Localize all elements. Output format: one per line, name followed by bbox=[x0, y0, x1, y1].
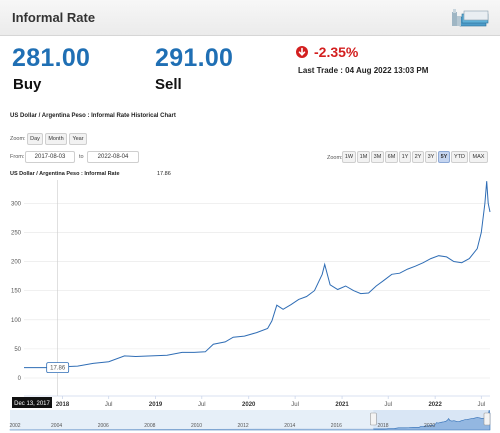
navigator-tick-label: 2012 bbox=[238, 423, 249, 429]
series-line bbox=[24, 181, 491, 369]
range-2y-button[interactable]: 2Y bbox=[412, 151, 424, 163]
navigator-tick-label: 2002 bbox=[9, 423, 20, 429]
sell-label: Sell bbox=[155, 76, 182, 93]
navigator-tick-label: 2010 bbox=[191, 423, 202, 429]
money-stack-icon bbox=[448, 8, 490, 28]
x-tick-label: 2021 bbox=[335, 402, 349, 408]
range-1w-button[interactable]: 1W bbox=[342, 151, 356, 163]
y-tick-label: 0 bbox=[18, 376, 22, 382]
range-3y-button[interactable]: 3Y bbox=[425, 151, 437, 163]
buy-label: Buy bbox=[13, 76, 42, 93]
widget-title: Informal Rate bbox=[12, 10, 96, 25]
range-max-button[interactable]: MAX bbox=[469, 151, 488, 163]
crosshair-date-label: Dec 13, 2017 bbox=[14, 401, 50, 407]
navigator-tick-label: 2006 bbox=[98, 423, 109, 429]
range-6m-button[interactable]: 6M bbox=[385, 151, 398, 163]
navigator-tick-label: 2018 bbox=[377, 423, 388, 429]
to-date-input[interactable]: 2022-08-04 bbox=[87, 151, 139, 163]
x-tick-label: 2018 bbox=[56, 402, 70, 408]
crosshair-value-box bbox=[46, 362, 70, 373]
sell-rate-value: 291.00 bbox=[155, 44, 234, 72]
navigator-tick-label: 2016 bbox=[331, 423, 342, 429]
range-ytd-button[interactable]: YTD bbox=[451, 151, 468, 163]
x-tick-label: Jul bbox=[198, 402, 206, 408]
zoom-year-button[interactable]: Year bbox=[69, 133, 87, 145]
navigator-handle-right[interactable] bbox=[483, 412, 491, 426]
y-tick-label: 250 bbox=[11, 230, 22, 236]
crosshair-value-label: 17.86 bbox=[50, 366, 66, 372]
range-zoom-label: Zoom: bbox=[327, 155, 343, 161]
widget-header: Informal Rate bbox=[0, 0, 500, 36]
y-tick-label: 200 bbox=[11, 260, 22, 266]
navigator-handle-left[interactable] bbox=[370, 412, 377, 426]
historical-chart[interactable]: 0 50 100 150 200 250 300 2018 Jul 2019 Jul 2020 Jul… bbox=[0, 178, 500, 433]
x-tick-label: Jul bbox=[384, 402, 392, 408]
navigator-background[interactable] bbox=[10, 410, 490, 430]
change-percent: -2.35% bbox=[314, 44, 359, 60]
x-tick-label: Jul bbox=[105, 402, 113, 408]
range-5y-button[interactable]: 5Y bbox=[438, 151, 450, 163]
buy-rate-value: 281.00 bbox=[12, 44, 91, 72]
crosshair-date-box bbox=[12, 397, 52, 408]
x-tick-label: Jul bbox=[477, 402, 485, 408]
navigator-tick-label: 2014 bbox=[284, 423, 295, 429]
zoom-day-button[interactable]: Day bbox=[27, 133, 43, 145]
arrow-down-circle-icon bbox=[296, 46, 308, 58]
navigator-tick-label: 2004 bbox=[51, 423, 62, 429]
navigator-tick-label: 2008 bbox=[144, 423, 155, 429]
zoom-label: Zoom: bbox=[10, 136, 26, 142]
y-tick-label: 100 bbox=[11, 318, 22, 324]
range-1m-button[interactable]: 1M bbox=[357, 151, 370, 163]
y-tick-label: 300 bbox=[11, 201, 22, 207]
chart-title: US Dollar / Argentina Peso : Informal Ra… bbox=[10, 113, 176, 119]
x-tick-label: 2019 bbox=[149, 402, 163, 408]
zoom-month-button[interactable]: Month bbox=[45, 133, 67, 145]
range-1y-button[interactable]: 1Y bbox=[399, 151, 411, 163]
last-trade-time: Last Trade : 04 Aug 2022 13:03 PM bbox=[298, 66, 429, 75]
to-label: to bbox=[79, 154, 84, 160]
from-date-input[interactable]: 2017-08-03 bbox=[25, 151, 75, 163]
x-tick-label: 2020 bbox=[242, 402, 256, 408]
y-tick-label: 50 bbox=[14, 347, 21, 353]
from-label: From: bbox=[10, 154, 25, 160]
navigator-mask bbox=[10, 410, 374, 430]
series-title: US Dollar / Argentina Peso : Informal Ra… bbox=[10, 171, 120, 177]
range-3m-button[interactable]: 3M bbox=[371, 151, 384, 163]
x-tick-label: 2022 bbox=[428, 402, 442, 408]
change-indicator: -2.35% bbox=[296, 44, 358, 62]
x-tick-label: Jul bbox=[291, 402, 299, 408]
series-value: 17.86 bbox=[157, 171, 171, 177]
navigator-tick-label: 2020 bbox=[424, 423, 435, 429]
y-tick-label: 150 bbox=[11, 289, 22, 295]
